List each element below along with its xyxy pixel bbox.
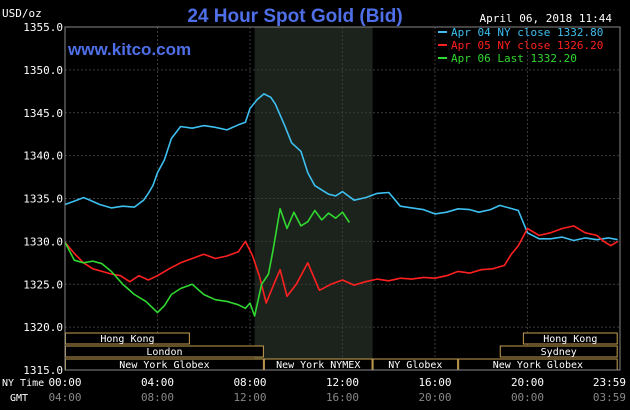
x-tick-label-ny: 20:00 [511, 376, 544, 389]
market-session: Hong Kong [65, 332, 190, 345]
chart-timestamp: April 06, 2018 11:44 [480, 12, 613, 25]
session-bar [522, 332, 618, 345]
session-bar [499, 345, 618, 358]
session-label: Sydney [541, 347, 577, 358]
session-label: London [146, 347, 182, 358]
legend-label: Apr 06 Last 1332.20 [451, 52, 577, 65]
y-tick-label: 1355.0 [23, 21, 63, 34]
market-session: New York Globex [458, 358, 618, 371]
legend-entry: Apr 06 Last 1332.20 [438, 52, 577, 65]
x-tick-label-ny: 00:00 [48, 376, 81, 389]
series-line [64, 93, 618, 242]
market-session: London [65, 345, 264, 358]
x-tick-label-gmt: 20:00 [418, 391, 451, 404]
market-session: Sydney [499, 345, 618, 358]
x-tick-label-ny: 08:00 [233, 376, 266, 389]
session-label: New York Globex [119, 360, 209, 371]
legend-label: Apr 04 NY close 1332.80 [451, 26, 603, 39]
session-label: Hong Kong [543, 334, 597, 345]
session-label: Hong Kong [100, 334, 154, 345]
grid-lines [65, 26, 620, 371]
series-line [64, 208, 351, 317]
y-tick-label: 1335.0 [23, 193, 63, 206]
x-tick-label-ny: 04:00 [141, 376, 174, 389]
market-session: New York NYMEX [263, 358, 373, 371]
y-tick-label: 1340.0 [23, 150, 63, 163]
x-tick-label-ny: 12:00 [326, 376, 359, 389]
x-tick-label-gmt: 12:00 [233, 391, 266, 404]
x-tick-label-gmt: 00:00 [511, 391, 544, 404]
y-tick-label: 1345.0 [23, 107, 63, 120]
session-label: NY Globex [388, 360, 442, 371]
y-tick-label: 1350.0 [23, 64, 63, 77]
y-axis-label: USD/oz [2, 7, 42, 20]
x-tick-label-gmt: 08:00 [141, 391, 174, 404]
market-session: Hong Kong [522, 332, 618, 345]
site-watermark: www.kitco.com [67, 40, 191, 59]
y-axis-ticks: 1315.0 1320.0 1325.0 1330.0 1335.0 1340.0 1345… [23, 21, 63, 377]
y-tick-label: 1325.0 [23, 278, 63, 291]
market-session: New York Globex [65, 358, 264, 371]
legend-label: Apr 05 NY close 1326.20 [451, 39, 603, 52]
y-tick-label: 1330.0 [23, 235, 63, 248]
x-tick-label-gmt: 04:00 [48, 391, 81, 404]
x-tick-label-ny: 23:59 [593, 376, 626, 389]
x-axis-ticks: 00:00 04:00 04:00 08:00 08:00 12:00 12:00 16:00… [48, 376, 626, 404]
x-tick-label-gmt: 16:00 [326, 391, 359, 404]
x-row1-label: NY Time [2, 378, 44, 389]
chart-title: 24 Hour Spot Gold (Bid) [187, 6, 402, 27]
series-line [64, 225, 619, 304]
x-row2-label: GMT [10, 393, 28, 404]
legend-entry: Apr 05 NY close 1326.20 [438, 39, 603, 52]
market-session: NY Globex [372, 358, 459, 371]
session-label: New York Globex [493, 360, 583, 371]
y-tick-label: 1320.0 [23, 321, 63, 334]
x-tick-label-gmt: 03:59 [593, 391, 626, 404]
session-label: New York NYMEX [276, 360, 360, 371]
price-series [64, 93, 619, 317]
x-tick-label-ny: 16:00 [418, 376, 451, 389]
legend-entry: Apr 04 NY close 1332.80 [438, 26, 603, 39]
y-tick-label: 1315.0 [23, 364, 63, 377]
plot-frame [64, 26, 621, 371]
